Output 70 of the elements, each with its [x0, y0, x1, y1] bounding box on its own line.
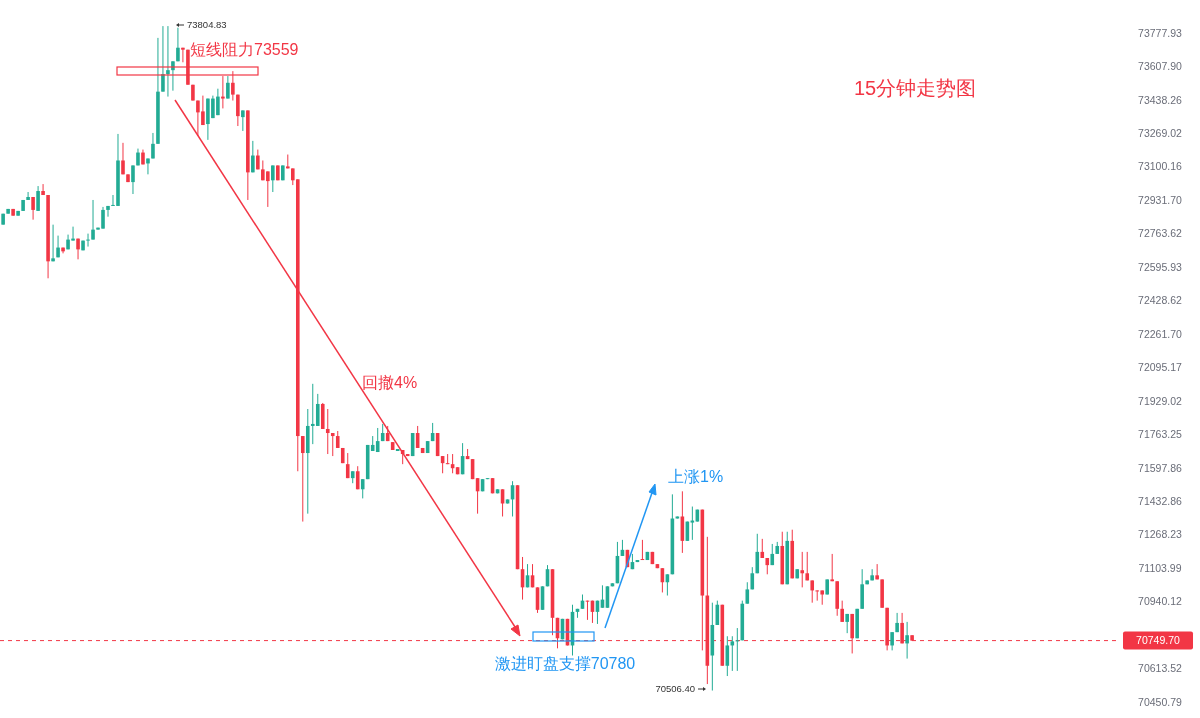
annotation: 上涨1% [668, 468, 724, 485]
text: 15分钟走势图 [853, 77, 977, 99]
y-tick-label: 73777.93 [1138, 26, 1183, 39]
annotation: 激进盯盘支撑70780 [494, 655, 636, 672]
candlestick [840, 600, 844, 623]
y-tick-label: 72261.70 [1138, 327, 1183, 340]
candlestick [241, 109, 245, 132]
candlestick [91, 199, 95, 241]
candlestick [221, 75, 225, 109]
y-tick-label: 71432.86 [1138, 494, 1183, 507]
y-tick-label: 72763.62 [1138, 227, 1183, 240]
annotation: 73804.83 [187, 19, 227, 31]
y-tick-label: 71268.23 [1138, 528, 1183, 541]
candlestick [345, 452, 350, 479]
y-tick-label: 71103.99 [1138, 561, 1182, 574]
candlestick [31, 196, 35, 221]
candlestick [51, 224, 55, 262]
candlestick [300, 435, 305, 523]
candlestick [106, 205, 110, 218]
y-tick-label: 71929.02 [1138, 394, 1183, 407]
candlestick [36, 185, 40, 212]
annotation: 回撤4% [362, 374, 418, 391]
y-tick-label: 72095.17 [1138, 361, 1183, 374]
candlestick [360, 478, 365, 499]
candlestick [375, 427, 380, 453]
candlestick [181, 47, 185, 63]
candlestick [271, 164, 275, 193]
candlestick [805, 551, 810, 581]
annotation: 短线阻力73559 [190, 41, 299, 58]
y-tick-label: 73269.02 [1138, 127, 1183, 140]
candlestick [875, 563, 879, 580]
y-tick-label: 72428.62 [1138, 294, 1183, 307]
candlestick [800, 551, 805, 588]
candlestick [121, 142, 125, 175]
y-tick-label: 72595.93 [1138, 260, 1183, 273]
candlestick [810, 579, 815, 604]
candlestick [231, 70, 235, 102]
ref-line-label: 70749.70 [1136, 634, 1181, 647]
candlestick [26, 191, 30, 201]
y-tick-label: 72931.70 [1138, 193, 1183, 206]
candlestick [315, 393, 320, 427]
candlestick [236, 94, 240, 127]
candlestick [151, 132, 155, 159]
y-tick-label: 71763.25 [1138, 428, 1183, 441]
candlestick [86, 233, 90, 248]
y-tick-label: 71597.86 [1138, 461, 1183, 474]
candlestick [325, 408, 330, 455]
candlestick [815, 589, 820, 602]
y-tick-label: 73607.90 [1138, 60, 1183, 73]
candlestick [755, 533, 760, 574]
candlestick [166, 25, 170, 98]
candlestick [176, 27, 180, 62]
annotation: 70506.40 [655, 683, 695, 695]
candlestick [226, 75, 230, 100]
candlestick [760, 538, 765, 559]
candlestick [41, 183, 45, 196]
candlestick [131, 164, 135, 195]
y-tick-label: 70613.52 [1138, 662, 1183, 675]
y-tick-label: 70940.12 [1138, 595, 1183, 608]
candlestick [830, 553, 834, 582]
y-tick-label: 73438.26 [1138, 93, 1183, 106]
y-tick-label: 70450.79 [1138, 695, 1183, 708]
candlestick [745, 581, 750, 605]
candlestick [146, 157, 150, 175]
candlestick [330, 432, 335, 457]
y-tick-label: 73100.16 [1138, 160, 1183, 173]
candlestick [251, 140, 255, 173]
candlestick [161, 25, 165, 93]
candlestick [890, 631, 894, 651]
candlestick [905, 621, 909, 660]
